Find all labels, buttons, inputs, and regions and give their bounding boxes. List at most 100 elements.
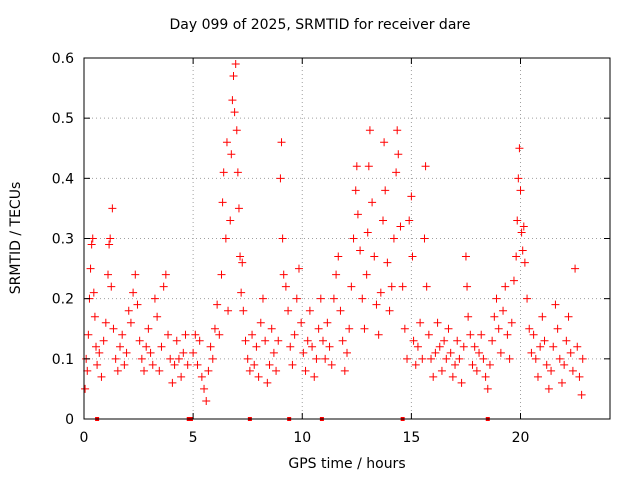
data-point bbox=[533, 372, 542, 381]
data-point bbox=[437, 366, 446, 375]
data-point bbox=[527, 348, 536, 357]
data-point bbox=[416, 318, 425, 327]
data-point bbox=[396, 222, 405, 231]
data-point bbox=[245, 366, 254, 375]
data-point bbox=[520, 258, 529, 267]
data-point bbox=[105, 240, 114, 249]
data-point bbox=[503, 330, 512, 339]
data-point bbox=[181, 330, 190, 339]
data-point bbox=[277, 138, 286, 147]
data-point bbox=[421, 162, 430, 171]
data-point bbox=[299, 348, 308, 357]
data-point bbox=[433, 318, 442, 327]
data-point bbox=[228, 96, 237, 105]
data-point bbox=[230, 108, 239, 117]
data-point bbox=[393, 126, 402, 135]
data-point bbox=[364, 162, 373, 171]
data-point bbox=[179, 348, 188, 357]
data-point bbox=[422, 282, 431, 291]
data-point bbox=[394, 150, 403, 159]
data-point bbox=[475, 348, 484, 357]
data-point bbox=[356, 246, 365, 255]
data-point bbox=[258, 294, 267, 303]
data-point bbox=[256, 318, 265, 327]
data-point bbox=[429, 372, 438, 381]
data-point bbox=[531, 354, 540, 363]
data-point bbox=[267, 324, 276, 333]
data-point bbox=[193, 360, 202, 369]
x-tick-label: 5 bbox=[189, 430, 198, 446]
data-point bbox=[93, 360, 102, 369]
data-point bbox=[263, 378, 272, 387]
data-point bbox=[236, 252, 245, 261]
data-point bbox=[496, 348, 505, 357]
data-point bbox=[501, 282, 510, 291]
data-point bbox=[515, 144, 524, 153]
data-point bbox=[172, 336, 181, 345]
data-point bbox=[549, 342, 558, 351]
data-point bbox=[252, 342, 261, 351]
y-tick-label: 0.2 bbox=[52, 292, 74, 308]
data-point bbox=[104, 270, 113, 279]
data-point bbox=[451, 360, 460, 369]
data-point bbox=[202, 396, 211, 405]
data-point bbox=[168, 378, 177, 387]
data-point bbox=[269, 348, 278, 357]
data-point bbox=[250, 360, 259, 369]
data-point bbox=[122, 348, 131, 357]
data-point bbox=[170, 360, 179, 369]
data-point bbox=[457, 378, 466, 387]
x-tick-label: 10 bbox=[293, 430, 311, 446]
data-point bbox=[413, 342, 422, 351]
data-point bbox=[568, 366, 577, 375]
data-point bbox=[232, 126, 241, 135]
data-point bbox=[83, 366, 92, 375]
data-point bbox=[99, 336, 108, 345]
data-point bbox=[272, 366, 281, 375]
plot-frame bbox=[83, 57, 611, 420]
data-point bbox=[294, 264, 303, 273]
data-point bbox=[213, 300, 222, 309]
data-point bbox=[461, 252, 470, 261]
data-point bbox=[118, 330, 127, 339]
data-point bbox=[517, 228, 526, 237]
data-point bbox=[144, 324, 153, 333]
data-point bbox=[101, 318, 110, 327]
data-point bbox=[509, 276, 518, 285]
data-point bbox=[470, 342, 479, 351]
data-point bbox=[329, 294, 338, 303]
data-point bbox=[321, 354, 330, 363]
data-point bbox=[197, 372, 206, 381]
data-point bbox=[218, 198, 227, 207]
data-point bbox=[286, 342, 295, 351]
data-point bbox=[466, 330, 475, 339]
data-point bbox=[227, 150, 236, 159]
data-point bbox=[148, 360, 157, 369]
data-point bbox=[347, 282, 356, 291]
data-point bbox=[544, 384, 553, 393]
data-point bbox=[81, 384, 90, 393]
data-point bbox=[312, 354, 321, 363]
data-point bbox=[481, 372, 490, 381]
data-point bbox=[564, 312, 573, 321]
data-point bbox=[231, 60, 240, 69]
data-point bbox=[427, 354, 436, 363]
data-point bbox=[153, 312, 162, 321]
y-axis-label: SRMTID / TECUs bbox=[8, 181, 24, 295]
data-point bbox=[349, 234, 358, 243]
data-point bbox=[519, 222, 528, 231]
data-point bbox=[279, 270, 288, 279]
data-point bbox=[363, 228, 372, 237]
y-tick-label: 0.4 bbox=[52, 171, 74, 187]
x-axis-ticks: 0 5 10 15 20 bbox=[80, 58, 529, 446]
data-point bbox=[392, 168, 401, 177]
data-point bbox=[408, 252, 417, 261]
y-tick-label: 0.3 bbox=[52, 232, 74, 248]
data-point bbox=[84, 330, 93, 339]
data-point bbox=[164, 330, 173, 339]
data-point bbox=[135, 336, 144, 345]
data-point bbox=[174, 354, 183, 363]
data-point bbox=[566, 348, 575, 357]
data-point bbox=[492, 294, 501, 303]
data-point bbox=[547, 366, 556, 375]
